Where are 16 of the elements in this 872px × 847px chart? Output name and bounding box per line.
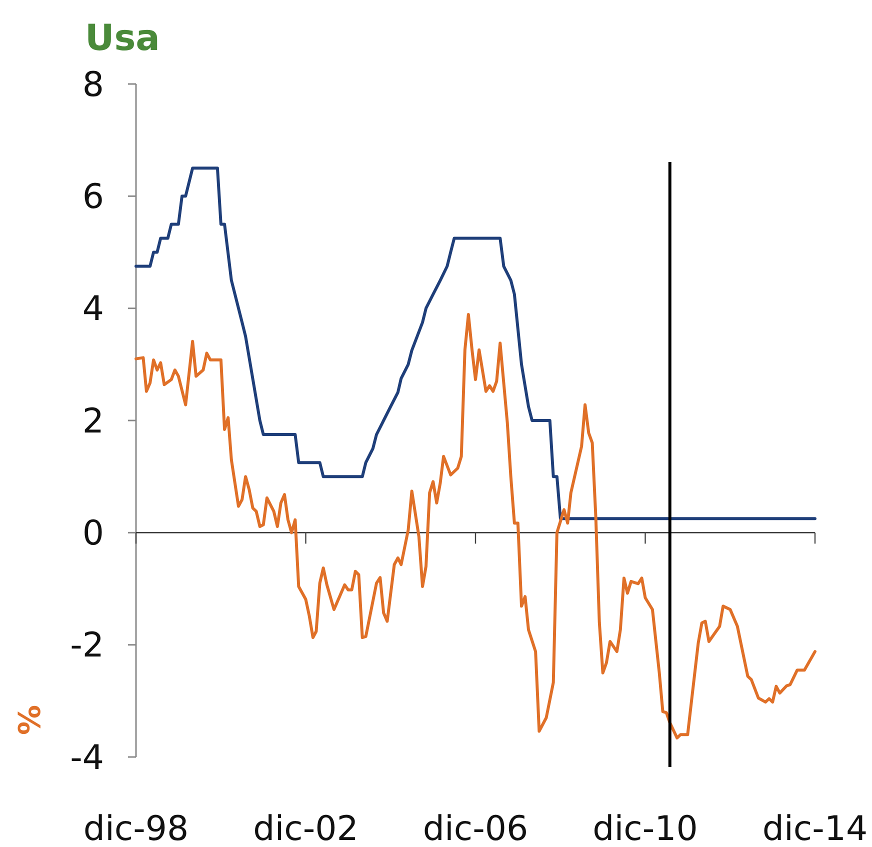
y-tick-label: 6 xyxy=(82,177,104,218)
y-tick-label: 2 xyxy=(82,401,104,442)
y-tick-label: 8 xyxy=(82,64,104,105)
line-series xyxy=(134,166,816,520)
y-tick-label: 4 xyxy=(82,289,104,330)
y-tick-label: -2 xyxy=(70,626,104,666)
y-axis-title: % xyxy=(13,704,48,736)
x-tick-label: dic-02 xyxy=(253,809,358,847)
line-series xyxy=(134,313,816,740)
x-tick-label: dic-10 xyxy=(592,809,698,847)
chart-title: Usa xyxy=(85,18,160,59)
y-tick-label: -4 xyxy=(70,738,104,778)
y-tick-label: 0 xyxy=(82,514,104,554)
x-tick-label: dic-14 xyxy=(762,809,868,847)
x-tick-label: dic-06 xyxy=(422,809,528,847)
x-tick-label: dic-98 xyxy=(83,809,189,847)
